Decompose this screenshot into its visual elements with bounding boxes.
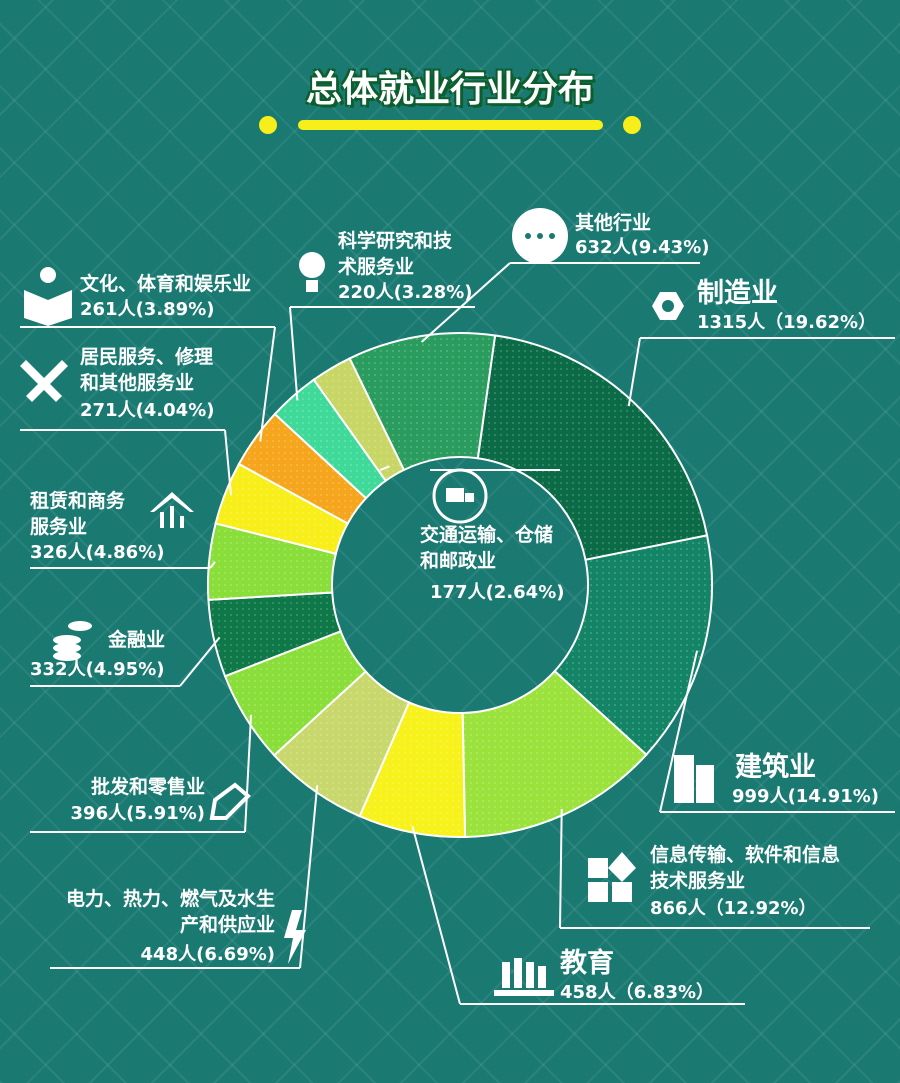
leader-line — [627, 337, 641, 407]
category-label: 信息传输、软件和信息技术服务业 — [650, 844, 841, 892]
category-label: 租赁和商务服务业 — [30, 490, 126, 538]
segment-texture — [238, 414, 366, 524]
value-label: 177人(2.64%) — [430, 582, 565, 603]
segment-texture — [554, 535, 712, 755]
category-label: 金融业 — [108, 629, 166, 651]
category-label: 制造业 — [697, 278, 778, 309]
value-label: 332人(4.95%) — [30, 659, 165, 680]
segment-texture — [313, 358, 404, 481]
category-label: 其他行业 — [575, 212, 652, 234]
category-label: 交通运输、仓储和邮政业 — [420, 524, 554, 572]
value-label: 1315人（19.62%） — [697, 312, 877, 333]
segment-texture — [208, 592, 341, 677]
segment-texture — [225, 631, 366, 756]
leader-line — [289, 306, 299, 401]
category-label: 科学研究和技术服务业 — [338, 230, 453, 278]
value-label: 271人(4.04%) — [80, 400, 215, 421]
icons — [20, 208, 714, 996]
leader-line — [179, 636, 221, 687]
value-label: 261人(3.89%) — [80, 299, 215, 320]
category-label: 批发和零售业 — [90, 776, 205, 798]
leader-line — [224, 429, 232, 496]
leader-line — [299, 785, 319, 969]
segment-texture — [274, 671, 410, 817]
segment-texture — [349, 333, 496, 470]
value-label: 396人(5.91%) — [70, 803, 205, 824]
value-label: 866人（12.92%） — [650, 898, 817, 919]
value-label: 220人(3.28%) — [338, 282, 473, 303]
leader-line — [259, 326, 276, 442]
value-label: 999人(14.91%) — [732, 786, 879, 807]
leader-line — [659, 650, 699, 813]
segment-texture — [359, 702, 466, 837]
value-label: 448人(6.69%) — [140, 944, 275, 965]
segment-texture — [462, 671, 647, 837]
segment-texture — [477, 335, 708, 560]
value-label: 458人（6.83%） — [560, 982, 715, 1003]
leader-line — [209, 561, 216, 569]
value-label: 632人(9.43%) — [575, 237, 710, 258]
leader-line — [420, 262, 511, 343]
category-label: 建筑业 — [735, 752, 816, 783]
chart-title: 总体就业行业分布 — [305, 69, 594, 110]
leader-line — [379, 465, 390, 471]
leader-line — [411, 826, 461, 1005]
leader-line — [244, 714, 253, 833]
segment-texture — [215, 463, 348, 554]
title-decoration — [259, 116, 641, 134]
category-label: 教育 — [560, 948, 614, 979]
category-label: 文化、体育和娱乐业 — [80, 273, 252, 295]
category-label: 电力、热力、燃气及水生产和供应业 — [65, 888, 275, 936]
segment-texture — [274, 379, 386, 499]
value-label: 326人(4.86%) — [30, 542, 165, 563]
segment-texture — [207, 523, 336, 600]
category-label: 居民服务、修理和其他服务业 — [80, 346, 214, 394]
leader-line — [559, 808, 563, 929]
